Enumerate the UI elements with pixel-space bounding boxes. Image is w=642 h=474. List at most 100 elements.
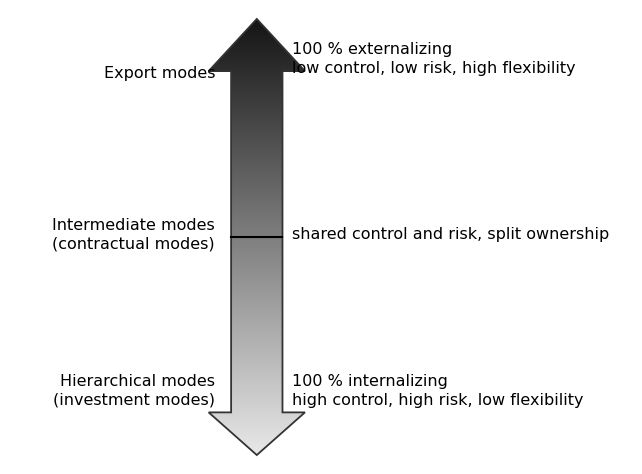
Polygon shape — [249, 448, 265, 449]
Polygon shape — [231, 173, 282, 174]
Polygon shape — [231, 151, 282, 152]
Polygon shape — [245, 32, 269, 33]
Polygon shape — [231, 115, 282, 116]
Polygon shape — [231, 394, 282, 395]
Polygon shape — [231, 82, 282, 83]
Polygon shape — [231, 216, 282, 217]
Polygon shape — [231, 328, 282, 329]
Polygon shape — [239, 438, 275, 439]
Polygon shape — [231, 184, 282, 185]
Polygon shape — [237, 437, 277, 438]
Polygon shape — [243, 443, 270, 444]
Polygon shape — [231, 307, 282, 308]
Polygon shape — [248, 447, 265, 448]
Polygon shape — [231, 213, 282, 214]
Polygon shape — [231, 311, 282, 312]
Polygon shape — [231, 166, 282, 167]
Polygon shape — [231, 175, 282, 176]
Polygon shape — [243, 33, 270, 34]
Polygon shape — [231, 395, 282, 396]
Polygon shape — [231, 368, 282, 369]
Polygon shape — [231, 392, 282, 393]
Polygon shape — [231, 339, 282, 340]
Polygon shape — [231, 271, 282, 272]
Polygon shape — [231, 343, 282, 344]
Polygon shape — [231, 176, 282, 177]
Polygon shape — [252, 24, 262, 25]
Polygon shape — [231, 172, 282, 173]
Polygon shape — [231, 252, 282, 253]
Polygon shape — [241, 440, 273, 441]
Polygon shape — [231, 234, 282, 235]
Polygon shape — [231, 344, 282, 345]
Polygon shape — [245, 445, 268, 446]
Polygon shape — [236, 41, 277, 42]
Polygon shape — [231, 120, 282, 121]
Polygon shape — [231, 317, 282, 318]
Polygon shape — [231, 398, 282, 399]
Polygon shape — [231, 106, 282, 107]
Polygon shape — [231, 385, 282, 386]
Polygon shape — [231, 141, 282, 142]
Polygon shape — [231, 83, 282, 84]
Polygon shape — [230, 47, 283, 48]
Polygon shape — [231, 186, 282, 187]
Polygon shape — [252, 450, 262, 451]
Polygon shape — [231, 375, 282, 376]
Polygon shape — [252, 451, 261, 452]
Polygon shape — [213, 66, 300, 67]
Polygon shape — [231, 167, 282, 168]
Polygon shape — [217, 62, 297, 63]
Polygon shape — [231, 133, 282, 134]
Polygon shape — [231, 372, 282, 373]
Polygon shape — [231, 327, 282, 328]
Polygon shape — [231, 122, 282, 123]
Polygon shape — [231, 249, 282, 250]
Polygon shape — [240, 36, 273, 37]
Polygon shape — [231, 312, 282, 313]
Polygon shape — [225, 426, 289, 427]
Polygon shape — [231, 129, 282, 130]
Polygon shape — [222, 424, 291, 425]
Polygon shape — [231, 242, 282, 243]
Polygon shape — [231, 357, 282, 358]
Polygon shape — [231, 218, 282, 219]
Polygon shape — [234, 435, 279, 436]
Polygon shape — [221, 423, 293, 424]
Polygon shape — [231, 198, 282, 199]
Polygon shape — [231, 373, 282, 374]
Polygon shape — [231, 237, 282, 238]
Polygon shape — [231, 324, 282, 325]
Text: 100 % externalizing
low control, low risk, high flexibility: 100 % externalizing low control, low ris… — [292, 43, 576, 76]
Polygon shape — [231, 322, 282, 323]
Polygon shape — [238, 39, 275, 40]
Polygon shape — [231, 397, 282, 398]
Polygon shape — [231, 345, 282, 346]
Polygon shape — [231, 195, 282, 196]
Polygon shape — [231, 352, 282, 353]
Polygon shape — [231, 241, 282, 242]
Polygon shape — [231, 254, 282, 255]
Polygon shape — [231, 253, 282, 254]
Polygon shape — [218, 60, 295, 61]
Polygon shape — [231, 46, 282, 47]
Polygon shape — [231, 128, 282, 129]
Polygon shape — [231, 177, 282, 178]
Polygon shape — [231, 79, 282, 80]
Polygon shape — [231, 193, 282, 194]
Polygon shape — [231, 283, 282, 284]
Polygon shape — [231, 94, 282, 95]
Polygon shape — [212, 415, 302, 416]
Polygon shape — [231, 410, 282, 411]
Text: shared control and risk, split ownership: shared control and risk, split ownership — [292, 227, 609, 242]
Polygon shape — [231, 156, 282, 157]
Polygon shape — [231, 305, 282, 306]
Polygon shape — [231, 282, 282, 283]
Polygon shape — [231, 87, 282, 88]
Polygon shape — [231, 111, 282, 112]
Polygon shape — [224, 54, 290, 55]
Polygon shape — [231, 288, 282, 289]
Polygon shape — [231, 256, 282, 257]
Polygon shape — [231, 104, 282, 105]
Polygon shape — [231, 171, 282, 172]
